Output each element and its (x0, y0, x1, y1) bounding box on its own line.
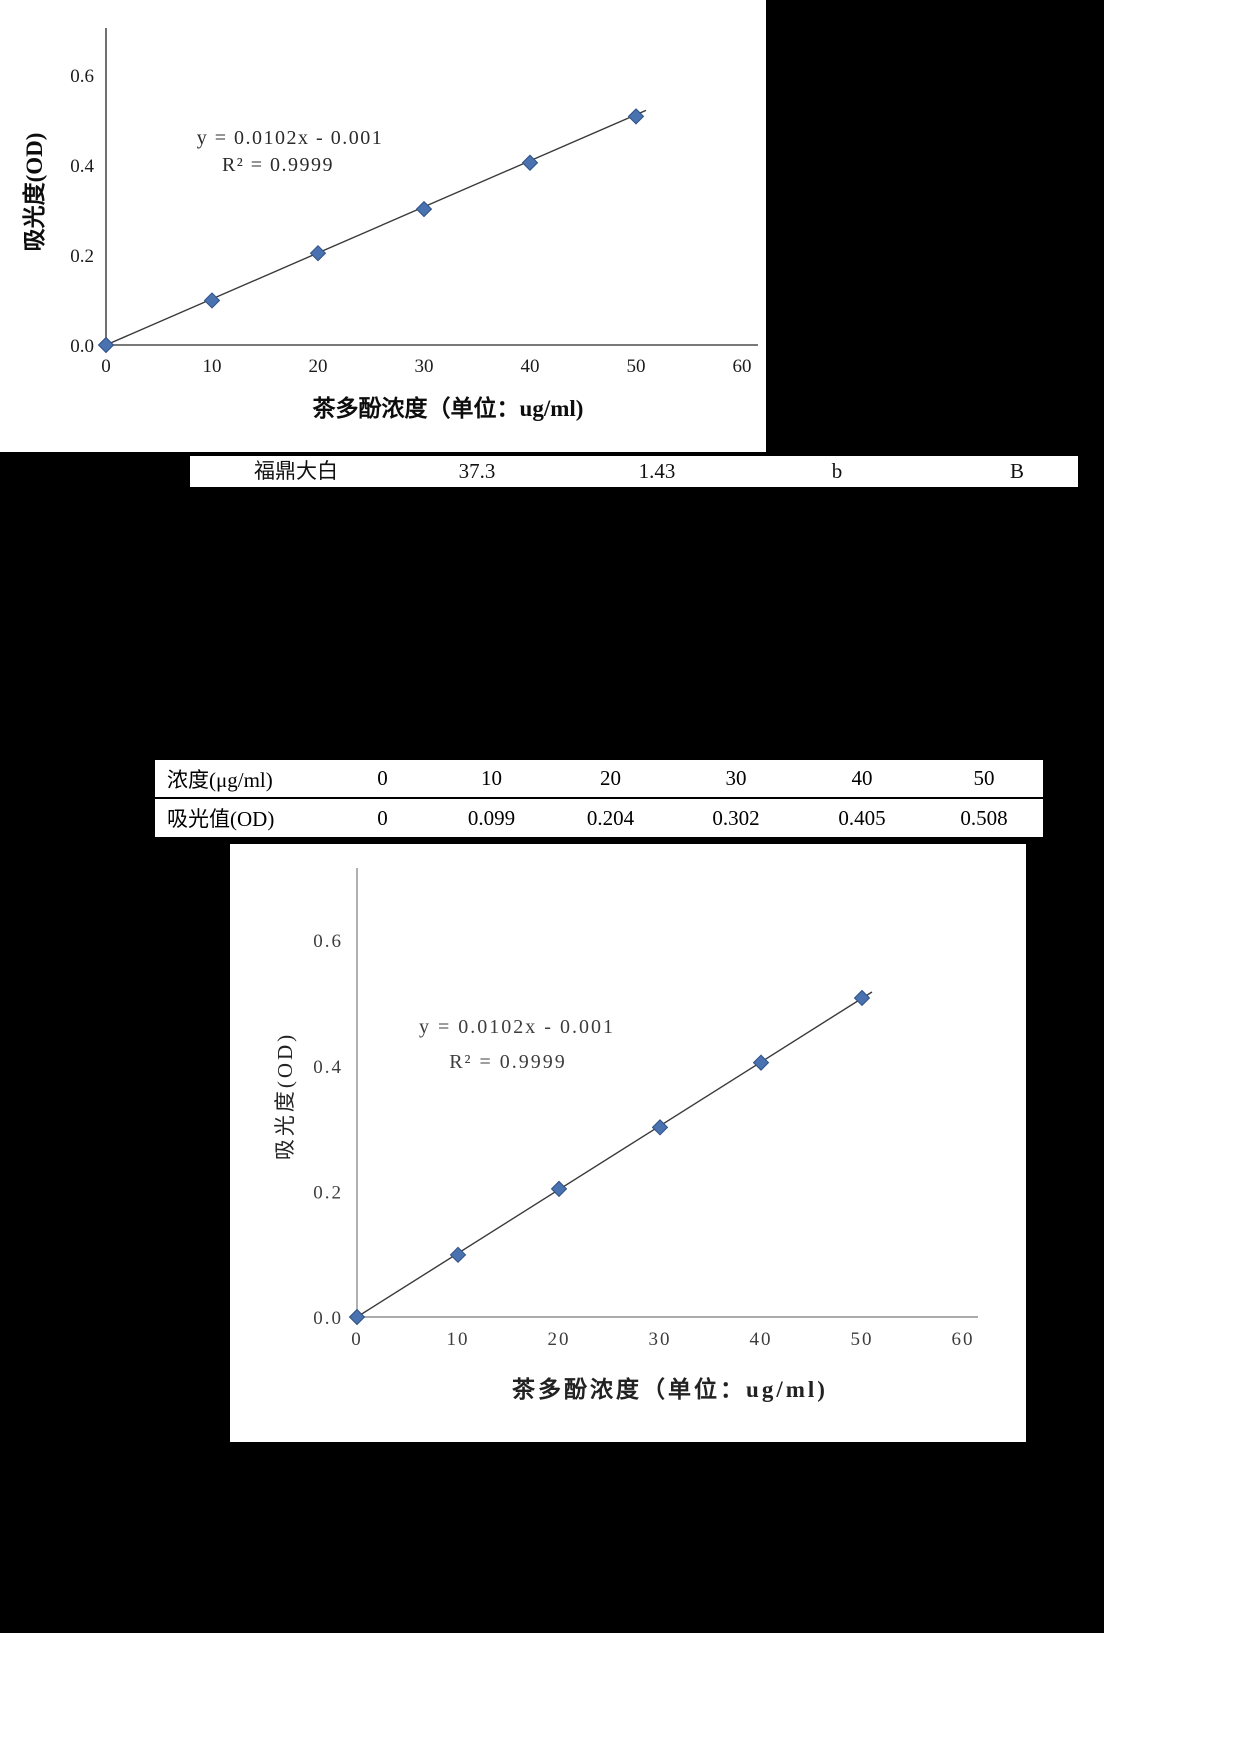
value-cell: 0 (377, 766, 388, 790)
variety-value-cell: 37.3 (458, 459, 496, 483)
x-axis-title: 茶多酚浓度（单位：ug/ml) (313, 395, 584, 421)
x-tick-label: 20 (548, 1329, 571, 1350)
data-point-diamond (521, 154, 539, 171)
data-point-diamond (348, 1308, 366, 1326)
standard-curve-chart-top: 0 10 20 30 40 50 60 0.0 0.2 0.4 0.6 y = 0.0102x - 0… (0, 0, 766, 452)
value-cell: 20 (600, 766, 621, 790)
standard-curve-plot-top: 0 10 20 30 40 50 60 0.0 0.2 0.4 0.6 y = 0.0102x - 0… (21, 28, 758, 421)
value-cell: 10 (481, 766, 502, 790)
x-tick-label: 60 (733, 356, 752, 377)
variety-table-row: 福鼎大白 37.3 1.43 b B (190, 456, 1078, 487)
r-squared-label: R² = 0.9999 (222, 154, 334, 176)
x-tick-label: 40 (750, 1329, 773, 1350)
x-tick-label: 30 (649, 1329, 672, 1350)
table-row: 浓度(μg/ml) 0 10 20 30 40 50 (155, 760, 1043, 799)
standard-curve-plot-bottom: 0 10 20 30 40 50 60 0.0 0.2 0.4 0.6 y = 0.0102x - 0… (273, 868, 978, 1402)
data-point-diamond (651, 1119, 669, 1136)
y-tick-label: 0.4 (313, 1057, 343, 1078)
y-tick-label: 0.6 (313, 931, 343, 952)
x-tick-label: 60 (952, 1329, 975, 1350)
y-axis-title: 吸光度(OD) (273, 1032, 297, 1160)
variety-letter-cell: B (1009, 459, 1024, 483)
x-tick-label: 40 (521, 356, 540, 377)
data-point-diamond (415, 200, 433, 218)
value-cell: 30 (725, 766, 747, 790)
x-tick-label: 10 (203, 356, 222, 377)
variety-letter-cell: b (831, 459, 843, 483)
data-point-diamond (449, 1246, 467, 1264)
value-cell: 0.204 (586, 805, 635, 830)
y-tick-label: 0.0 (70, 336, 94, 357)
trend-line (356, 991, 873, 1318)
value-cell: 0.508 (960, 805, 1008, 830)
x-tick-label: 0 (101, 356, 111, 377)
row-label-cell: 浓度(μg/ml) (167, 767, 273, 792)
data-point-diamond (309, 244, 327, 262)
equation-label: y = 0.0102x - 0.001 (419, 1016, 615, 1038)
value-cell: 0.405 (838, 805, 886, 830)
table-row: 吸光值(OD) 0 0.099 0.204 0.302 0.405 0.508 (155, 799, 1043, 837)
x-tick-label: 0 (351, 1329, 363, 1350)
x-tick-label: 50 (627, 356, 646, 377)
concentration-absorbance-table: 浓度(μg/ml) 0 10 20 30 40 50 吸光值(OD) 0 0.099 0.204 0.… (155, 757, 1043, 840)
data-point-diamond (203, 292, 221, 309)
y-tick-label: 0.0 (313, 1308, 343, 1329)
data-point-diamond (550, 1180, 568, 1198)
standard-curve-chart-bottom: 0 10 20 30 40 50 60 0.0 0.2 0.4 0.6 y = 0.0102x - 0… (230, 844, 1026, 1442)
data-point-diamond (853, 989, 871, 1007)
y-axis-title: 吸光度(OD) (21, 133, 47, 252)
data-point-diamond (752, 1054, 770, 1071)
value-cell: 0 (377, 805, 388, 830)
data-point-diamond (627, 108, 645, 125)
variety-value-cell: 1.43 (638, 459, 676, 483)
data-point-diamond (97, 336, 115, 354)
y-tick-label: 0.2 (70, 246, 94, 267)
x-tick-label: 30 (415, 356, 434, 377)
value-cell: 0.302 (712, 805, 760, 830)
value-cell: 40 (851, 766, 873, 790)
y-tick-label: 0.2 (313, 1182, 343, 1203)
x-tick-label: 10 (447, 1329, 470, 1350)
value-cell: 50 (973, 766, 995, 790)
y-tick-label: 0.4 (70, 156, 94, 177)
trend-line (105, 109, 647, 346)
x-tick-label: 50 (851, 1329, 874, 1350)
black-redaction-top-right (766, 0, 1104, 453)
variety-name-cell: 福鼎大白 (254, 459, 338, 483)
equation-label: y = 0.0102x - 0.001 (197, 127, 383, 149)
value-cell: 0.099 (467, 805, 516, 830)
row-label-cell: 吸光值(OD) (167, 807, 275, 831)
x-tick-label: 20 (309, 356, 328, 377)
r-squared-label: R² = 0.9999 (449, 1051, 567, 1073)
x-axis-title: 茶多酚浓度（单位：ug/ml) (512, 1376, 828, 1402)
y-tick-label: 0.6 (70, 66, 94, 87)
